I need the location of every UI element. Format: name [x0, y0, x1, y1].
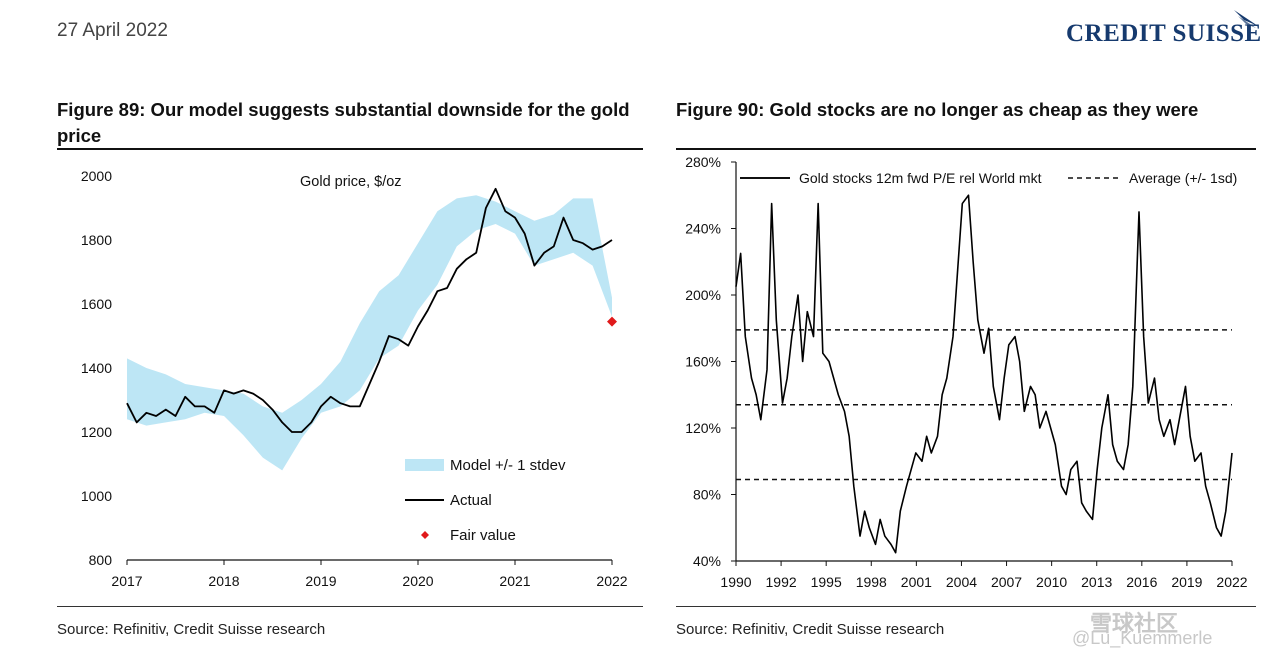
y-tick-label: 120%: [685, 420, 721, 436]
model-band: [127, 195, 612, 471]
x-tick-label: 2017: [111, 573, 142, 589]
x-tick-label: 2010: [1036, 574, 1067, 590]
sail-icon: [1234, 10, 1258, 28]
x-tick-label: 1990: [720, 574, 751, 590]
y-tick-label: 240%: [685, 221, 721, 237]
y-tick-label: 280%: [685, 154, 721, 170]
x-tick-label: 2022: [596, 573, 627, 589]
figure-89-top-rule: [57, 148, 643, 150]
legend-swatch-marker: [421, 531, 429, 539]
figure-90-top-rule: [676, 148, 1256, 150]
pe-ratio-line: [735, 194, 1233, 554]
x-tick-label: 2019: [1171, 574, 1202, 590]
y-tick-label: 80%: [693, 487, 721, 503]
watermark-brand: 雪球社区: [1090, 611, 1179, 636]
legend-label: Model +/- 1 stdev: [450, 457, 566, 474]
figure-90-bottom-rule: [676, 606, 1256, 607]
y-tick-label: 800: [89, 552, 113, 568]
y-tick-label: 1800: [81, 232, 112, 248]
x-tick-label: 1998: [856, 574, 887, 590]
x-tick-label: 1995: [811, 574, 842, 590]
y-tick-label: 40%: [693, 553, 721, 569]
figure-90-title: Figure 90: Gold stocks are no longer as …: [676, 99, 1199, 120]
figure-89-title: Figure 89: Our model suggests substantia…: [57, 99, 630, 146]
figure-89-source: Source: Refinitiv, Credit Suisse researc…: [57, 621, 326, 638]
x-tick-label: 2007: [991, 574, 1022, 590]
y-tick-label: 1400: [81, 360, 112, 376]
watermark-handle: @Lu_Kuemmerle: [1072, 628, 1213, 648]
actual-line: [126, 187, 613, 433]
report-date: 27 April 2022: [57, 20, 168, 41]
y-tick-label: 1600: [81, 296, 112, 312]
y-tick-label: 1200: [81, 424, 112, 440]
x-tick-label: 2016: [1126, 574, 1157, 590]
y-tick-label: 1000: [81, 488, 112, 504]
x-tick-label: 2001: [901, 574, 932, 590]
x-tick-label: 1992: [766, 574, 797, 590]
x-tick-label: 2022: [1216, 574, 1247, 590]
figure-89-bottom-rule: [57, 606, 643, 607]
legend-label: Average (+/- 1sd): [1129, 170, 1237, 186]
chart-annotation: Gold price, $/oz: [300, 174, 402, 190]
fair-value-marker: [607, 316, 617, 327]
y-tick-label: 2000: [81, 168, 112, 184]
x-tick-label: 2019: [305, 573, 336, 589]
brand-name: CREDIT SUISSE: [1066, 20, 1262, 47]
x-tick-label: 2020: [402, 573, 433, 589]
y-tick-label: 160%: [685, 354, 721, 370]
x-tick-label: 2021: [499, 573, 530, 589]
legend-label: Gold stocks 12m fwd P/E rel World mkt: [799, 170, 1042, 186]
figure-90-source: Source: Refinitiv, Credit Suisse researc…: [676, 621, 945, 638]
x-tick-label: 2004: [946, 574, 977, 590]
x-tick-label: 2013: [1081, 574, 1112, 590]
legend-label: Actual: [450, 492, 492, 509]
y-tick-label: 200%: [685, 287, 721, 303]
x-tick-label: 2018: [208, 573, 239, 589]
legend-label: Fair value: [450, 527, 516, 544]
credit-suisse-logo: CREDIT SUISSE: [1062, 8, 1262, 48]
legend-swatch-band: [405, 459, 444, 471]
